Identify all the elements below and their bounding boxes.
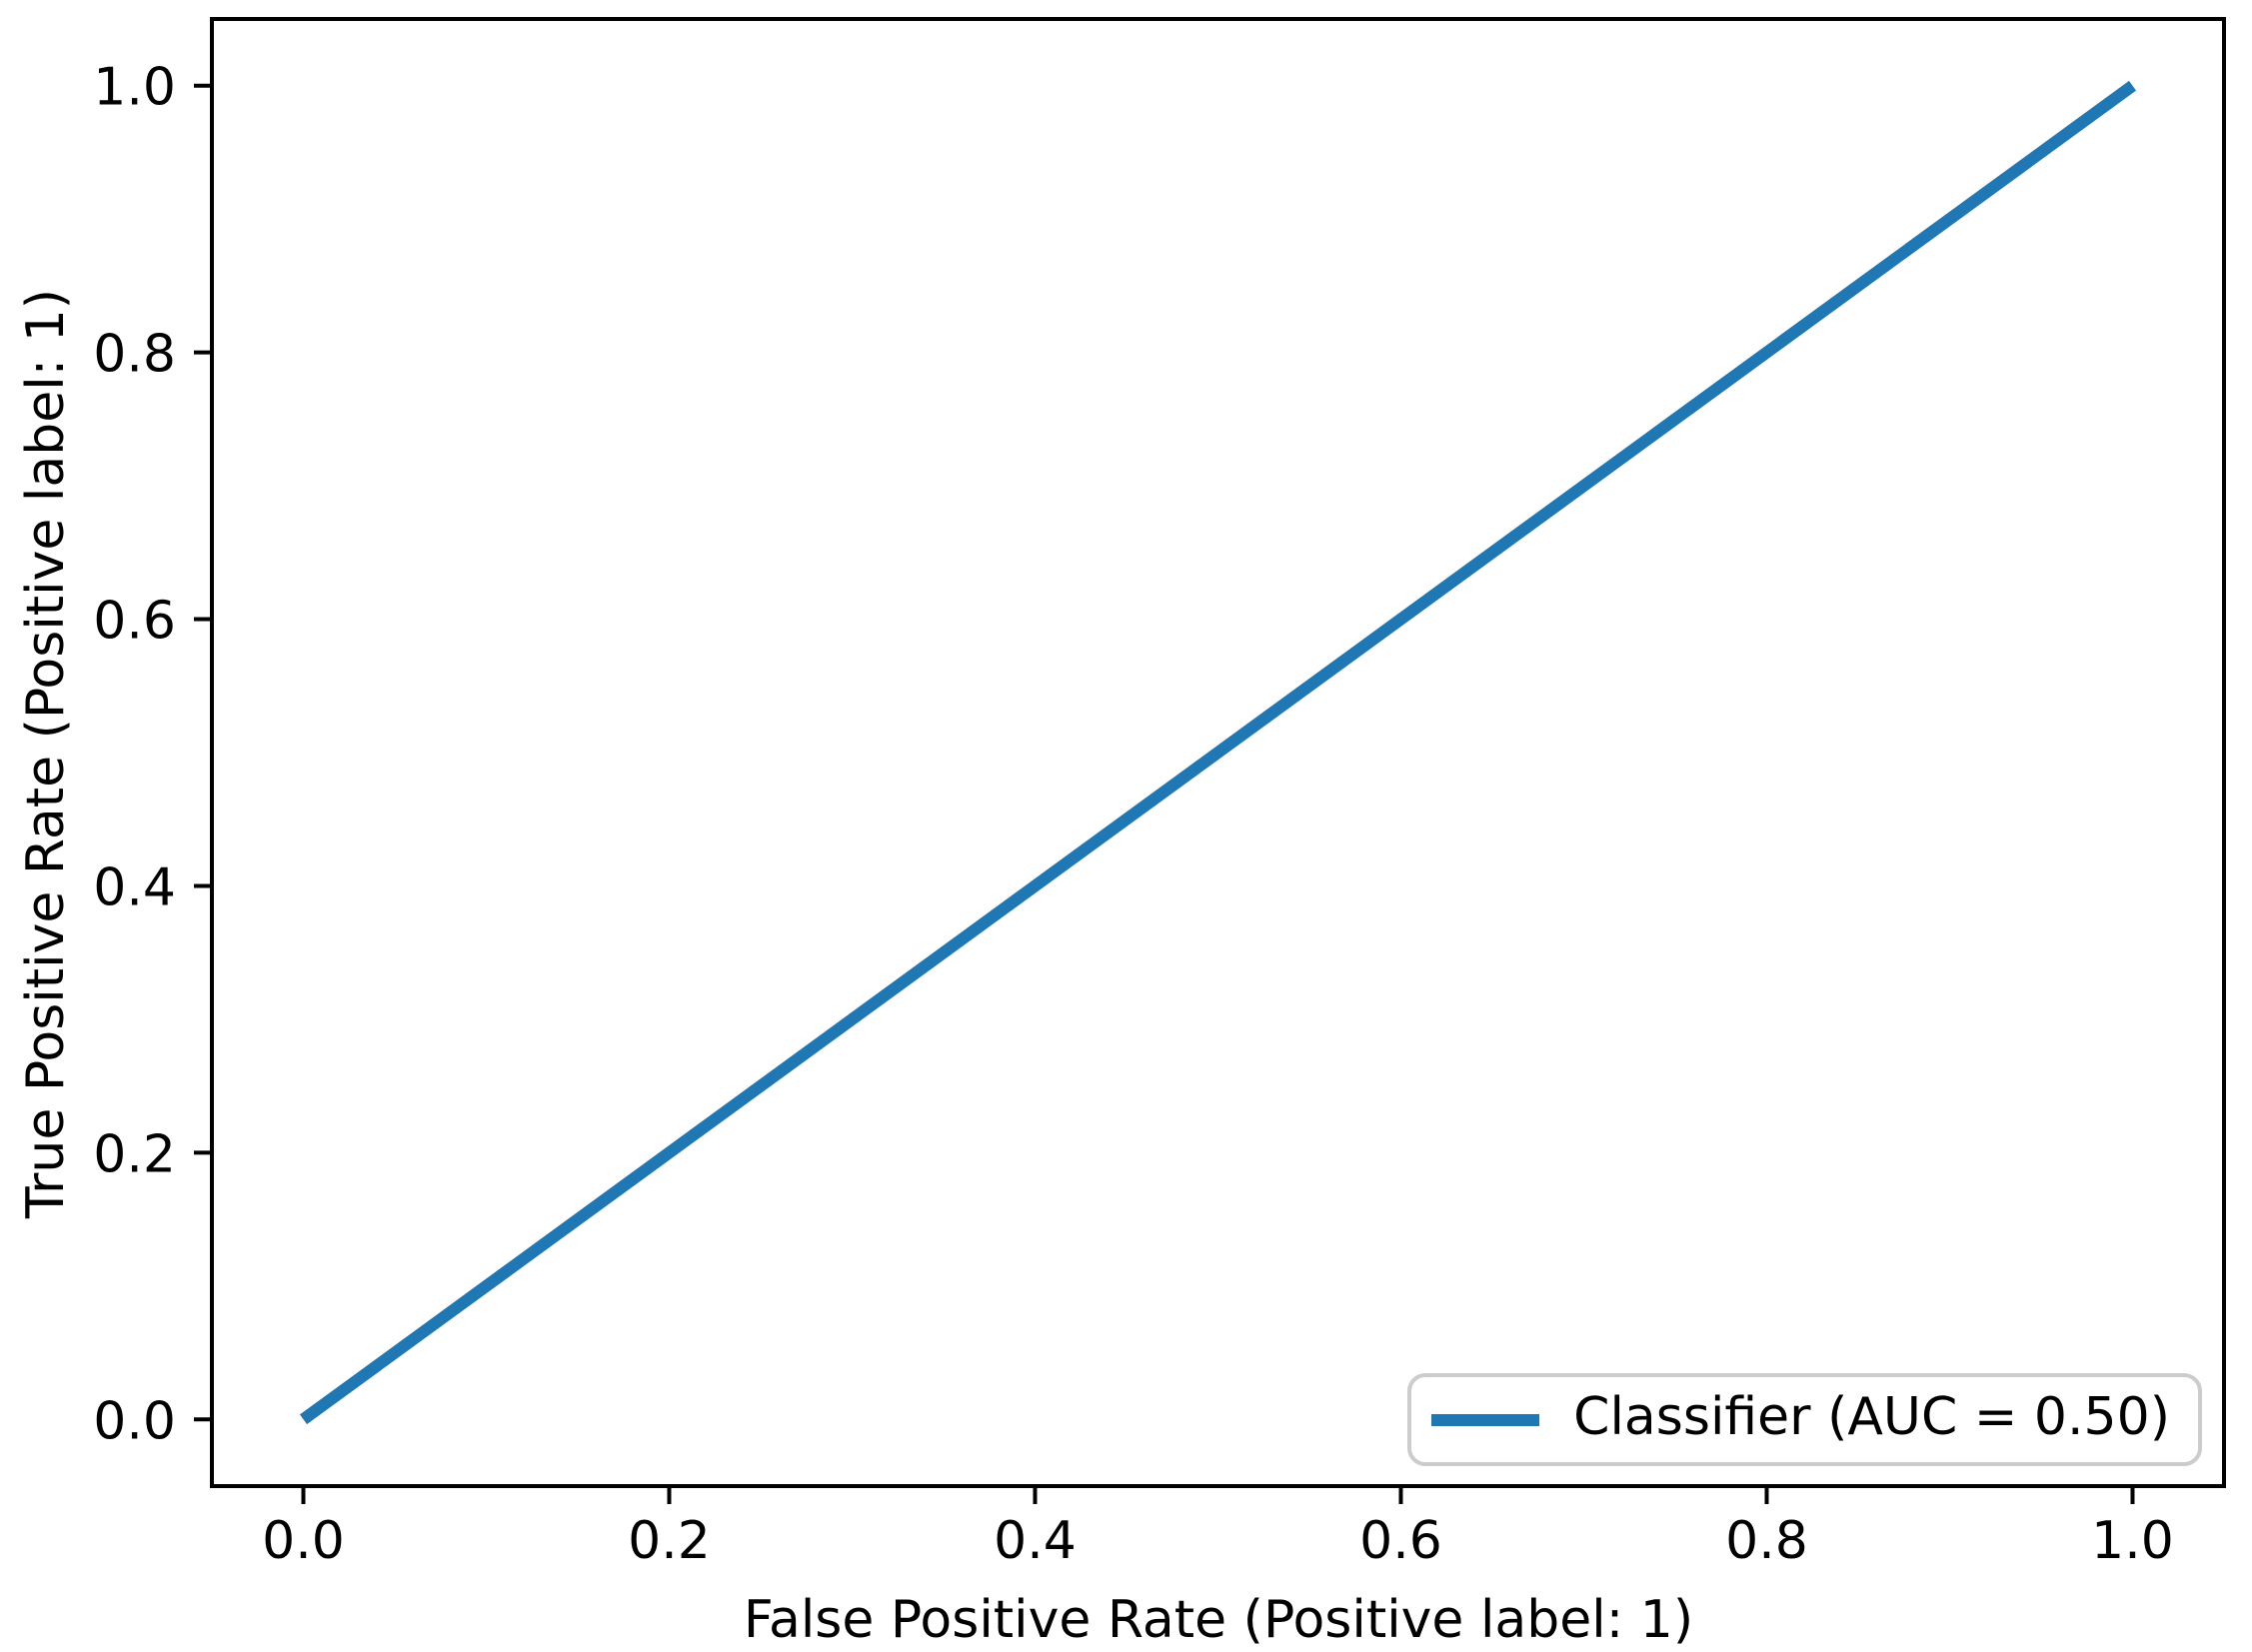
y-tick-label: 0.2 [93, 1124, 176, 1184]
y-tick-label: 0.6 [93, 592, 176, 652]
x-axis-ticks: 0.0 0.2 0.4 0.6 0.8 1.0 [262, 1486, 2174, 1571]
legend-line-sample-icon [1431, 1413, 1540, 1426]
x-tick-label: 0.4 [994, 1511, 1077, 1571]
x-tick-label: 0.6 [1359, 1511, 1442, 1571]
y-tick-label: 0.0 [93, 1391, 176, 1451]
x-axis-label: False Positive Rate (Positive label: 1) [744, 1590, 1693, 1650]
legend: Classifier (AUC = 0.50) [1407, 1373, 2202, 1466]
y-tick-label: 1.0 [93, 58, 176, 118]
legend-entry-label: Classifier (AUC = 0.50) [1573, 1386, 2170, 1447]
y-tick-label: 0.4 [93, 857, 176, 917]
y-axis-ticks: 0.0 0.2 0.4 0.6 0.8 1.0 [93, 58, 212, 1451]
plot-border [210, 17, 2226, 1488]
roc-curve-line [299, 80, 2137, 1425]
x-tick-label: 0.0 [262, 1511, 345, 1571]
x-tick-label: 1.0 [2091, 1511, 2174, 1571]
x-tick-label: 0.2 [628, 1511, 711, 1571]
y-axis-label: True Positive Rate (Positive label: 1) [16, 289, 76, 1219]
y-tick-label: 0.8 [93, 325, 176, 385]
x-tick-label: 0.8 [1725, 1511, 1808, 1571]
